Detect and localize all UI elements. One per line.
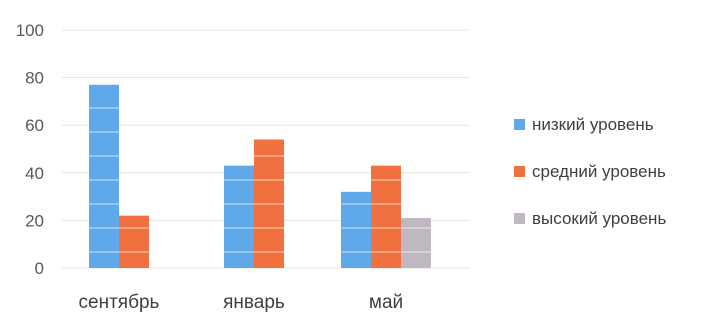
legend-swatch	[514, 119, 525, 130]
legend-swatch	[514, 166, 525, 177]
bars	[89, 84, 431, 269]
bar-texture	[224, 165, 254, 268]
x-axis-categories: сентябрь январь май	[79, 292, 404, 313]
legend: низкий уровень средний уровень высокий уро…	[514, 115, 666, 228]
legend-label: низкий уровень	[532, 115, 654, 134]
y-tick-label: 0	[35, 259, 44, 278]
x-category-label: май	[369, 292, 403, 313]
x-category-label: январь	[223, 292, 285, 313]
x-category-label: сентябрь	[79, 292, 160, 313]
bar-texture	[89, 84, 119, 269]
bar-texture	[119, 215, 149, 268]
bar-texture	[254, 139, 284, 268]
y-axis-ticks: 0 20 40 60 80 100	[16, 21, 44, 278]
bar-texture	[371, 165, 401, 268]
bar-texture	[341, 191, 371, 268]
legend-swatch	[514, 213, 525, 224]
legend-label: средний уровень	[532, 162, 666, 181]
y-tick-label: 100	[16, 21, 44, 40]
bar-texture	[401, 218, 431, 268]
y-tick-label: 20	[25, 211, 44, 230]
y-tick-label: 80	[25, 69, 44, 88]
y-tick-label: 60	[25, 116, 44, 135]
legend-label: высокий уровень	[532, 209, 666, 228]
y-tick-label: 40	[25, 164, 44, 183]
